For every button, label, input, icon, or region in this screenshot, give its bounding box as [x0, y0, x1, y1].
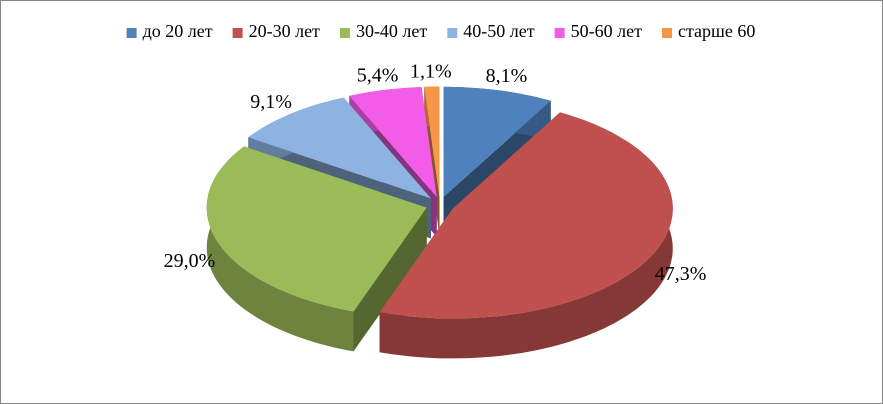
slice-side — [379, 112, 673, 359]
data-label: 1,1% — [410, 61, 452, 83]
legend-label: старше 60 — [678, 21, 755, 41]
legend-swatch — [554, 28, 565, 38]
legend-label: 40-50 лет — [463, 21, 534, 41]
legend-swatch — [339, 28, 350, 38]
legend-swatch — [661, 28, 672, 38]
slice — [443, 86, 551, 197]
legend-label: 50-60 лет — [571, 21, 642, 41]
slice — [248, 97, 432, 199]
legend-label: 20-30 лет — [249, 21, 320, 41]
slice — [349, 87, 437, 197]
legend-swatch — [447, 28, 458, 38]
legend-label: до 20 лет — [143, 21, 213, 41]
data-label: 9,1% — [250, 91, 292, 113]
legend-label: 30-40 лет — [356, 21, 427, 41]
slice — [424, 86, 440, 197]
data-label: 5,4% — [357, 64, 399, 86]
legend-swatch — [126, 28, 137, 38]
legend-swatch — [232, 28, 243, 38]
slice-side — [206, 146, 354, 352]
slice — [379, 112, 673, 319]
legend: до 20 лет 20-30 лет 30-40 лет 40-50 лет 50-6… — [126, 21, 755, 41]
slice-wall — [353, 207, 427, 352]
slice — [206, 146, 427, 312]
data-label: 29,0% — [164, 250, 216, 272]
data-labels: 8,1% 47,3% 29,0% 9,1% 5,4% 1,1% — [164, 61, 707, 285]
data-label: 8,1% — [486, 65, 528, 87]
data-label: 47,3% — [655, 263, 707, 285]
pie-tops — [206, 86, 673, 319]
